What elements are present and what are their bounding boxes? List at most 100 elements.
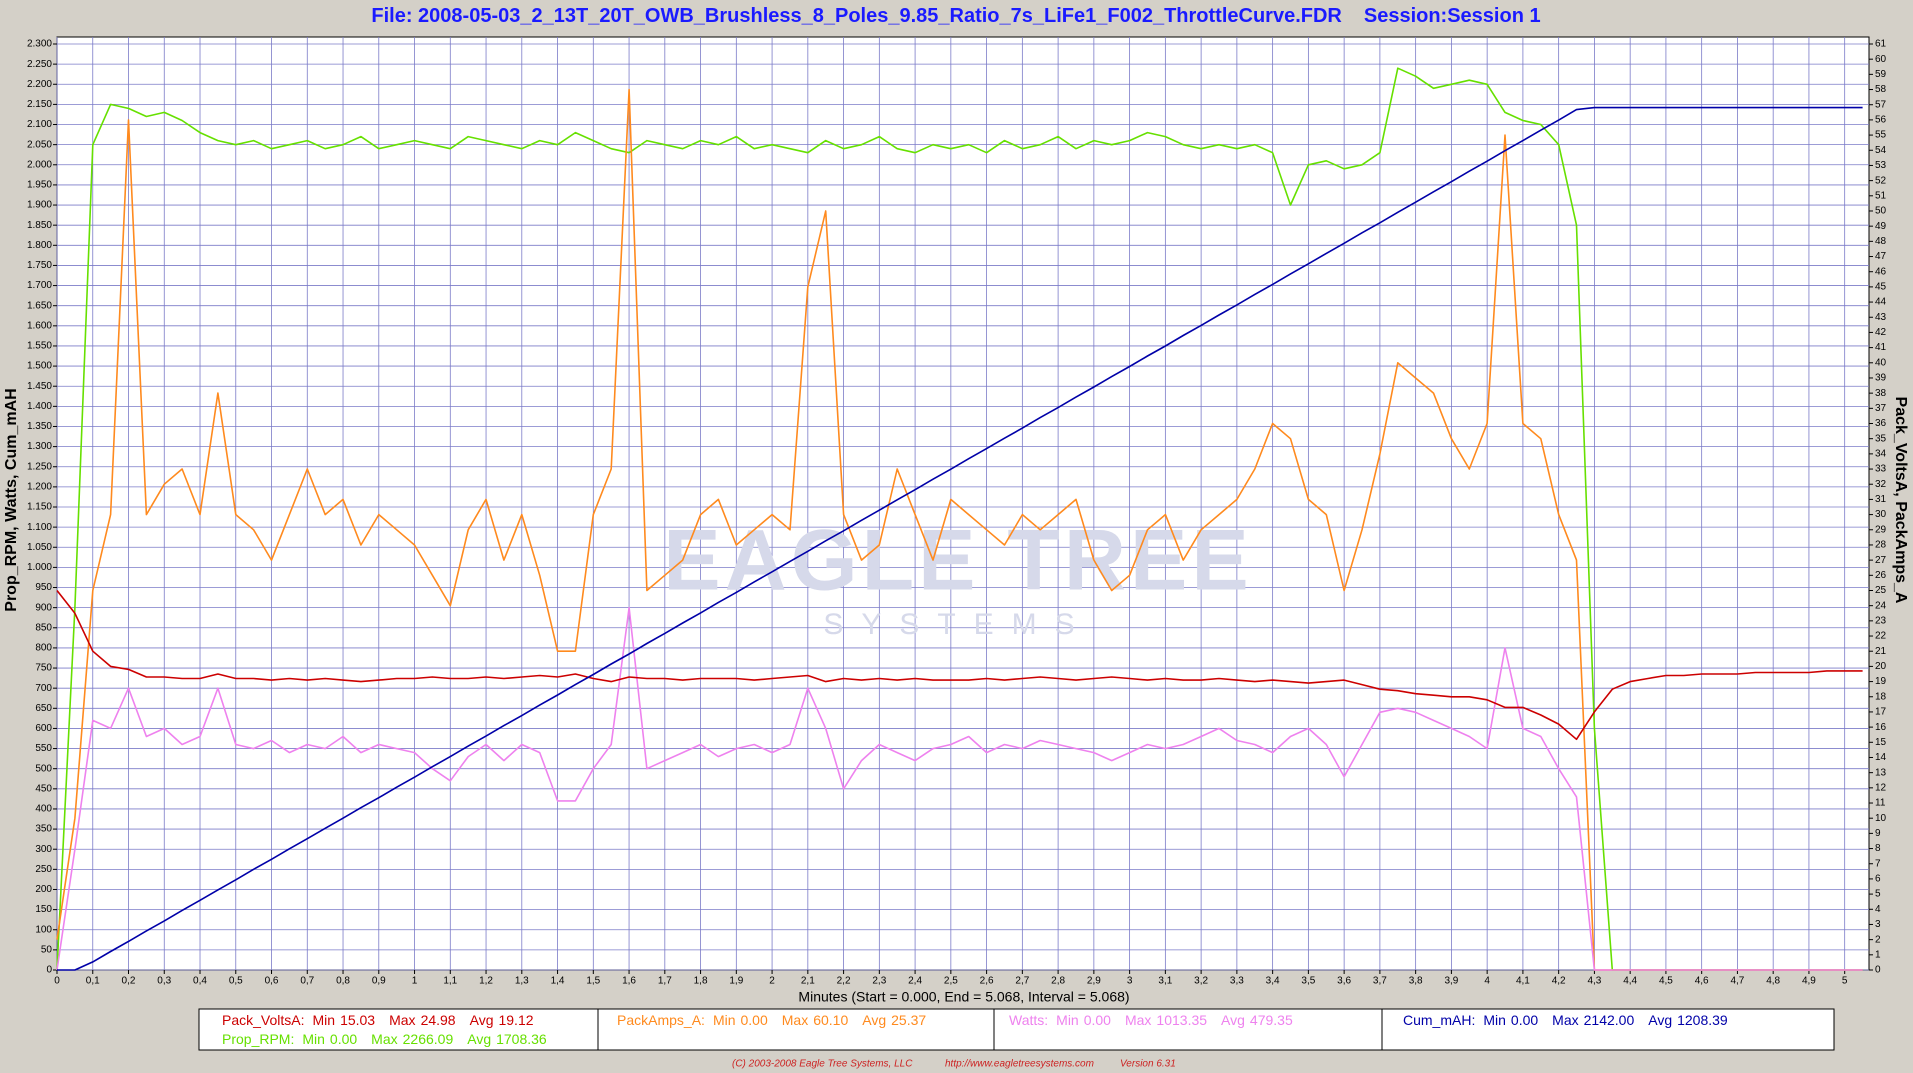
x-tick-label: 0,9 bbox=[372, 976, 386, 987]
legend-stat-value: 1013.35 bbox=[1156, 1012, 1207, 1028]
y2-tick-label: 21 bbox=[1875, 646, 1887, 657]
y2-tick-label: 60 bbox=[1875, 54, 1887, 65]
legend-stat-label: Max bbox=[371, 1031, 397, 1047]
y-tick-label: 1.050 bbox=[27, 542, 52, 553]
x-tick-label: 1 bbox=[412, 976, 418, 987]
y2-tick-label: 56 bbox=[1875, 115, 1887, 126]
footer-version: Version 6.31 bbox=[1120, 1059, 1176, 1070]
x-tick-label: 3,2 bbox=[1194, 976, 1208, 987]
x-tick-label: 0,8 bbox=[336, 976, 350, 987]
legend-stat-label: Min bbox=[713, 1012, 736, 1028]
legend-entry: Cum_mAH: Min 0.00 Max 2142.00 Avg 1208.39 bbox=[1403, 1012, 1728, 1028]
y2-tick-label: 37 bbox=[1875, 403, 1887, 414]
x-tick-label: 2 bbox=[769, 976, 775, 987]
x-tick-label: 2,8 bbox=[1051, 976, 1065, 987]
y2-tick-label: 51 bbox=[1875, 190, 1887, 201]
y2-tick-label: 59 bbox=[1875, 69, 1887, 80]
x-tick-label: 1,2 bbox=[479, 976, 493, 987]
y-tick-label: 400 bbox=[35, 804, 52, 815]
x-tick-label: 4,1 bbox=[1516, 976, 1530, 987]
x-tick-label: 3,5 bbox=[1301, 976, 1315, 987]
series-line bbox=[56, 606, 1863, 971]
y2-tick-label: 11 bbox=[1875, 798, 1886, 809]
y2-tick-label: 42 bbox=[1875, 327, 1887, 338]
legend-stat-value: 1708.36 bbox=[496, 1031, 547, 1047]
legend-stat-value: 19.12 bbox=[498, 1012, 533, 1028]
y2-tick-label: 55 bbox=[1875, 130, 1887, 141]
y2-tick-label: 50 bbox=[1875, 206, 1887, 217]
y2-tick-label: 44 bbox=[1875, 297, 1887, 308]
x-tick-label: 2,3 bbox=[872, 976, 886, 987]
y2-tick-label: 7 bbox=[1875, 858, 1881, 869]
x-tick-label: 4,4 bbox=[1623, 976, 1637, 987]
y2-tick-label: 18 bbox=[1875, 691, 1887, 702]
y2-tick-label: 53 bbox=[1875, 160, 1887, 171]
y2-tick-label: 28 bbox=[1875, 540, 1887, 551]
y-tick-label: 1.950 bbox=[27, 180, 52, 191]
legend-entry: Watts: Min 0.00 Max 1013.35 Avg 479.35 bbox=[1009, 1012, 1293, 1028]
watermark-main: EAGLE TREE bbox=[663, 513, 1253, 609]
y2-tick-label: 1 bbox=[1875, 949, 1881, 960]
y2-tick-label: 40 bbox=[1875, 357, 1887, 368]
plot-area bbox=[56, 36, 1870, 971]
y-tick-label: 450 bbox=[35, 783, 52, 794]
y-tick-label: 1.100 bbox=[27, 522, 52, 533]
y-tick-label: 900 bbox=[35, 602, 52, 613]
legend-stat-label: Avg bbox=[1648, 1012, 1672, 1028]
y2-tick-label: 39 bbox=[1875, 373, 1887, 384]
x-tick-label: 3,1 bbox=[1158, 976, 1172, 987]
y2-tick-label: 24 bbox=[1875, 600, 1887, 611]
legend-name: Pack_VoltsA: bbox=[222, 1012, 305, 1028]
x-tick-label: 1,3 bbox=[515, 976, 529, 987]
grid bbox=[56, 37, 1869, 971]
footer-url: http://www.eagletreesystems.com bbox=[945, 1059, 1094, 1070]
legend-stat-label: Avg bbox=[862, 1012, 886, 1028]
y-tick-label: 1.750 bbox=[27, 260, 52, 271]
legend-entry: Pack_VoltsA: Min 15.03 Max 24.98 Avg 19.12 bbox=[222, 1012, 534, 1028]
legend-entry: PackAmps_A: Min 0.00 Max 60.10 Avg 25.37 bbox=[617, 1012, 926, 1028]
legend-stat-label: Max bbox=[1552, 1012, 1578, 1028]
y2-tick-label: 20 bbox=[1875, 661, 1887, 672]
legend-stat-label: Avg bbox=[467, 1031, 491, 1047]
y-tick-label: 150 bbox=[35, 904, 52, 915]
x-tick-label: 4,7 bbox=[1730, 976, 1744, 987]
x-tick-label: 3,4 bbox=[1266, 976, 1280, 987]
legend-stat-value: 2142.00 bbox=[1584, 1012, 1635, 1028]
y2-tick-label: 48 bbox=[1875, 236, 1887, 247]
y2-tick-label: 10 bbox=[1875, 813, 1887, 824]
legend-stat-value: 24.98 bbox=[421, 1012, 456, 1028]
y2-tick-label: 33 bbox=[1875, 464, 1887, 475]
y2-tick-label: 19 bbox=[1875, 676, 1887, 687]
y2-tick-label: 16 bbox=[1875, 722, 1887, 733]
y-tick-label: 2.300 bbox=[27, 39, 52, 50]
y-tick-label: 1.400 bbox=[27, 401, 52, 412]
y2-tick-label: 32 bbox=[1875, 479, 1887, 490]
legend-name: Cum_mAH: bbox=[1403, 1012, 1475, 1028]
x-tick-label: 0,4 bbox=[193, 976, 207, 987]
legend-stat-value: 1208.39 bbox=[1677, 1012, 1728, 1028]
x-tick-label: 2,4 bbox=[908, 976, 922, 987]
legend-name: Watts: bbox=[1009, 1012, 1048, 1028]
y-tick-label: 2.150 bbox=[27, 99, 52, 110]
x-tick-label: 3,8 bbox=[1409, 976, 1423, 987]
y2-tick-label: 12 bbox=[1875, 782, 1887, 793]
legend-stat-label: Avg bbox=[1221, 1012, 1245, 1028]
y2-tick-label: 29 bbox=[1875, 524, 1887, 535]
y-tick-label: 500 bbox=[35, 763, 52, 774]
legend-name: PackAmps_A: bbox=[617, 1012, 705, 1028]
legend-stat-value: 0.00 bbox=[1084, 1012, 1111, 1028]
y-tick-label: 1.550 bbox=[27, 341, 52, 352]
x-tick-label: 4,6 bbox=[1695, 976, 1709, 987]
y2-tick-label: 30 bbox=[1875, 509, 1887, 520]
y-tick-label: 1.200 bbox=[27, 482, 52, 493]
y2-tick-label: 43 bbox=[1875, 312, 1887, 323]
y2-tick-label: 38 bbox=[1875, 388, 1887, 399]
y2-tick-label: 31 bbox=[1875, 494, 1887, 505]
y2-tick-label: 8 bbox=[1875, 843, 1881, 854]
y-tick-label: 1.450 bbox=[27, 381, 52, 392]
y-tick-label: 2.250 bbox=[27, 59, 52, 70]
legend-stat-value: 479.35 bbox=[1250, 1012, 1293, 1028]
y-tick-label: 1.850 bbox=[27, 220, 52, 231]
y-tick-label: 1.500 bbox=[27, 361, 52, 372]
